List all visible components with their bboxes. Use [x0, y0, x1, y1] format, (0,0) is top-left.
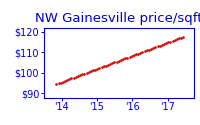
- Title: NW Gainesville price/sqft: NW Gainesville price/sqft: [35, 12, 200, 25]
